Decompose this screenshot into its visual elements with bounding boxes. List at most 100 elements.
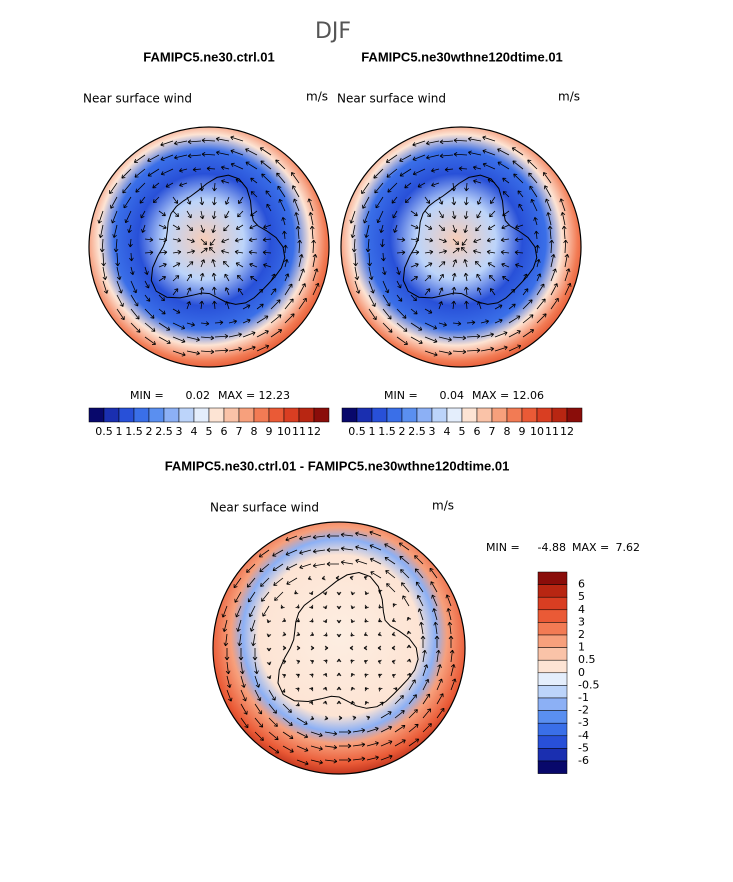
wind-vector (266, 661, 272, 666)
wind-vector (295, 225, 301, 240)
wind-vector (224, 648, 230, 661)
wind-vector (124, 210, 132, 224)
wind-vector (476, 196, 482, 205)
wind-vector (380, 725, 393, 733)
colorbar-box (537, 634, 568, 648)
wind-vector (480, 319, 490, 324)
wind-vector (396, 237, 406, 242)
colorbar-box (537, 622, 568, 636)
wind-vector (172, 322, 186, 330)
wind-vector (221, 179, 230, 184)
wind-vector (408, 738, 420, 747)
wind-vector (220, 165, 230, 170)
wind-vector (406, 644, 412, 649)
colorbar-label: -0.5 (578, 678, 599, 691)
wind-vector (144, 294, 151, 302)
wind-vector (309, 604, 314, 609)
wind-vector (408, 694, 417, 705)
wind-vector (249, 262, 258, 268)
wind-vector (296, 717, 308, 725)
colorbar-box (208, 407, 225, 423)
wind-vector (396, 250, 406, 255)
wind-vector (435, 649, 441, 663)
colorbar-box (178, 407, 195, 423)
wind-vector (256, 288, 264, 296)
wind-vector (199, 210, 205, 220)
colorbar-label: 9 (266, 425, 273, 438)
wind-vector (199, 300, 204, 310)
colorbar-label: -3 (578, 716, 589, 729)
wind-vector (417, 182, 426, 188)
wind-vector (158, 322, 171, 331)
wind-vector (476, 273, 482, 282)
wind-vector (438, 336, 452, 342)
wind-vector (209, 238, 216, 246)
wind-vector (310, 715, 315, 721)
wind-vector (501, 262, 510, 268)
coastline (402, 174, 538, 305)
wind-vector (101, 252, 106, 267)
wind-vector (381, 252, 386, 262)
wind-vector (299, 563, 312, 570)
wind-vector (431, 594, 438, 607)
wind-vector (432, 608, 438, 621)
colorbar-label: 3 (578, 615, 585, 628)
wind-vector (158, 224, 167, 230)
wind-vector (494, 331, 508, 338)
wind-vector (368, 266, 374, 280)
wind-vector (382, 308, 392, 320)
wind-vector (448, 635, 454, 648)
wind-vector (391, 659, 396, 665)
wind-vector (226, 689, 233, 702)
wind-vector (502, 275, 510, 282)
wind-vector (412, 140, 426, 147)
coastline (150, 174, 286, 305)
wind-vector (262, 605, 270, 617)
wind-vector (352, 715, 357, 721)
wind-vector (350, 619, 355, 624)
colorbar-label: -1 (578, 691, 589, 704)
wind-vector (116, 266, 122, 280)
wind-vector (187, 153, 202, 159)
colorbar-box (537, 748, 568, 762)
wind-vector (451, 210, 457, 220)
wind-vector (401, 582, 410, 593)
wind-vector (160, 168, 174, 176)
wind-vector (158, 308, 166, 315)
wind-vector (396, 294, 403, 302)
wind-vector (522, 329, 535, 338)
wind-vector (224, 196, 230, 205)
wind-vector (274, 591, 284, 601)
wind-vector (354, 266, 360, 281)
wind-vector (393, 224, 398, 233)
wind-vector (363, 645, 368, 651)
wind-vector (373, 168, 384, 179)
colorbar-label: 6 (221, 425, 228, 438)
wind-vector (391, 645, 396, 651)
wind-vector (474, 260, 482, 268)
wind-vector (172, 308, 181, 314)
wind-vector (296, 745, 309, 752)
wind-vector (461, 238, 468, 246)
wind-vector (394, 739, 406, 747)
wind-vector (473, 179, 482, 184)
wind-vector (127, 224, 132, 234)
wind-vector (466, 333, 481, 339)
wind-vector (393, 687, 398, 692)
wind-vector (350, 659, 355, 664)
wind-vector (246, 577, 256, 588)
wind-vector (172, 350, 186, 357)
wind-vector (352, 728, 366, 733)
wind-vector (236, 274, 244, 282)
wind-vector (487, 224, 496, 230)
colorbar-box (566, 407, 583, 423)
wind-vector (298, 268, 305, 282)
wind-vector (270, 329, 283, 338)
wind-vector (259, 147, 272, 156)
min-label: MIN = (384, 389, 418, 402)
colorbar-label: 12 (307, 425, 321, 438)
wind-vector (502, 191, 510, 198)
wind-vector (223, 224, 230, 232)
map-field (341, 127, 581, 367)
wind-vector (192, 167, 202, 172)
